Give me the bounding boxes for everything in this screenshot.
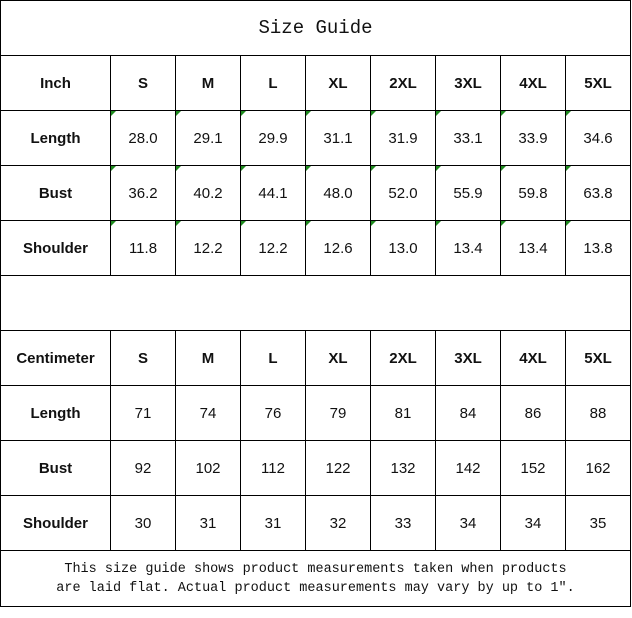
measurement-cell: 34.6 <box>565 110 631 166</box>
measure-label: Bust <box>0 165 111 221</box>
footer-line-2: are laid flat. Actual product measuremen… <box>56 580 575 596</box>
measurement-cell: 34 <box>500 495 566 551</box>
size-header-4XL: 4XL <box>500 330 566 386</box>
measurement-cell: 11.8 <box>110 220 176 276</box>
inch-row-shoulder: Shoulder 11.8 12.2 12.2 12.6 13.0 13.4 13.4 13.8 <box>0 220 631 276</box>
measurement-cell: 13.4 <box>500 220 566 276</box>
spacer <box>0 275 631 331</box>
measurement-cell: 12.2 <box>175 220 241 276</box>
footer-line-1: This size guide shows product measuremen… <box>64 561 567 577</box>
measurement-cell: 31 <box>240 495 306 551</box>
measurement-cell: 29.9 <box>240 110 306 166</box>
measurement-cell: 52.0 <box>370 165 436 221</box>
size-header-2XL: 2XL <box>370 330 436 386</box>
measurement-cell: 63.8 <box>565 165 631 221</box>
measurement-cell: 13.0 <box>370 220 436 276</box>
measurement-cell: 33.9 <box>500 110 566 166</box>
measurement-cell: 36.2 <box>110 165 176 221</box>
measurement-cell: 12.2 <box>240 220 306 276</box>
size-header-M: M <box>175 55 241 111</box>
measurement-cell: 84 <box>435 385 501 441</box>
measurement-cell: 48.0 <box>305 165 371 221</box>
centimeter-row-length: Length 71 74 76 79 81 84 86 88 <box>0 385 631 441</box>
inch-row-length: Length 28.0 29.1 29.9 31.1 31.9 33.1 33.9 34.6 <box>0 110 631 166</box>
measurement-cell: 102 <box>175 440 241 496</box>
footer-note: This size guide shows product measuremen… <box>0 550 631 607</box>
page-title: Size Guide <box>0 0 631 56</box>
measurement-cell: 30 <box>110 495 176 551</box>
measurement-cell: 86 <box>500 385 566 441</box>
centimeter-row-bust: Bust 92 102 112 122 132 142 152 162 <box>0 440 631 496</box>
measurement-cell: 55.9 <box>435 165 501 221</box>
measurement-cell: 28.0 <box>110 110 176 166</box>
measurement-cell: 112 <box>240 440 306 496</box>
unit-label: Inch <box>0 55 111 111</box>
size-header-XL: XL <box>305 330 371 386</box>
size-header-XL: XL <box>305 55 371 111</box>
measurement-cell: 81 <box>370 385 436 441</box>
measurement-cell: 35 <box>565 495 631 551</box>
measure-label: Bust <box>0 440 111 496</box>
size-header-S: S <box>110 55 176 111</box>
measure-label: Shoulder <box>0 220 111 276</box>
inch-row-bust: Bust 36.2 40.2 44.1 48.0 52.0 55.9 59.8 63.8 <box>0 165 631 221</box>
measurement-cell: 79 <box>305 385 371 441</box>
measurement-cell: 132 <box>370 440 436 496</box>
measurement-cell: 59.8 <box>500 165 566 221</box>
size-header-L: L <box>240 330 306 386</box>
size-header-M: M <box>175 330 241 386</box>
measurement-cell: 31.1 <box>305 110 371 166</box>
measurement-cell: 92 <box>110 440 176 496</box>
measurement-cell: 31 <box>175 495 241 551</box>
measurement-cell: 142 <box>435 440 501 496</box>
measurement-cell: 74 <box>175 385 241 441</box>
measurement-cell: 13.8 <box>565 220 631 276</box>
footer-row: This size guide shows product measuremen… <box>0 550 631 607</box>
centimeter-header-row: Centimeter S M L XL 2XL 3XL 4XL 5XL <box>0 330 631 386</box>
measure-label: Length <box>0 385 111 441</box>
measurement-cell: 152 <box>500 440 566 496</box>
measurement-cell: 13.4 <box>435 220 501 276</box>
size-header-3XL: 3XL <box>435 330 501 386</box>
measurement-cell: 122 <box>305 440 371 496</box>
measurement-cell: 88 <box>565 385 631 441</box>
spacer-row <box>0 275 631 331</box>
measurement-cell: 34 <box>435 495 501 551</box>
size-header-5XL: 5XL <box>565 330 631 386</box>
unit-label: Centimeter <box>0 330 111 386</box>
measurement-cell: 12.6 <box>305 220 371 276</box>
size-header-L: L <box>240 55 306 111</box>
title-row: Size Guide <box>0 0 631 56</box>
measurement-cell: 33 <box>370 495 436 551</box>
measurement-cell: 76 <box>240 385 306 441</box>
centimeter-row-shoulder: Shoulder 30 31 31 32 33 34 34 35 <box>0 495 631 551</box>
size-header-3XL: 3XL <box>435 55 501 111</box>
measurement-cell: 162 <box>565 440 631 496</box>
measurement-cell: 31.9 <box>370 110 436 166</box>
inch-header-row: Inch S M L XL 2XL 3XL 4XL 5XL <box>0 55 631 111</box>
measurement-cell: 71 <box>110 385 176 441</box>
size-header-5XL: 5XL <box>565 55 631 111</box>
size-header-S: S <box>110 330 176 386</box>
measurement-cell: 40.2 <box>175 165 241 221</box>
measurement-cell: 33.1 <box>435 110 501 166</box>
size-header-2XL: 2XL <box>370 55 436 111</box>
measure-label: Shoulder <box>0 495 111 551</box>
measurement-cell: 32 <box>305 495 371 551</box>
measurement-cell: 44.1 <box>240 165 306 221</box>
size-header-4XL: 4XL <box>500 55 566 111</box>
measure-label: Length <box>0 110 111 166</box>
measurement-cell: 29.1 <box>175 110 241 166</box>
